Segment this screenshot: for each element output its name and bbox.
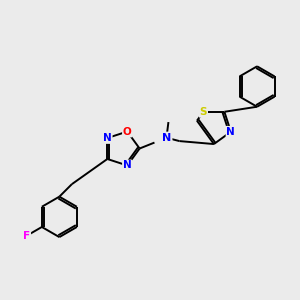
Text: N: N — [162, 133, 172, 142]
Text: F: F — [23, 231, 30, 241]
Text: N: N — [103, 133, 112, 143]
Text: O: O — [123, 127, 132, 136]
Text: S: S — [200, 107, 207, 117]
Text: N: N — [226, 127, 235, 137]
Text: N: N — [123, 160, 132, 170]
